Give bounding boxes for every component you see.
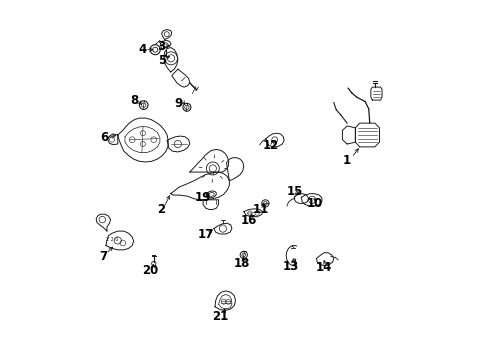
Text: 16: 16 (240, 214, 257, 227)
Text: 1: 1 (343, 154, 350, 167)
Text: 14: 14 (315, 261, 331, 274)
Text: 9: 9 (175, 97, 183, 110)
Text: 18: 18 (233, 257, 249, 270)
Text: 2 2 0: 2 2 0 (105, 237, 118, 242)
Text: 5: 5 (158, 54, 166, 67)
Text: 4: 4 (139, 43, 147, 56)
Text: 17: 17 (197, 228, 213, 241)
Text: 15: 15 (286, 185, 303, 198)
Text: 6: 6 (101, 131, 109, 144)
Text: 8: 8 (130, 94, 139, 107)
Text: 7: 7 (99, 250, 107, 263)
Text: 21: 21 (211, 310, 228, 323)
Text: 12: 12 (262, 139, 278, 152)
Text: 2: 2 (157, 203, 165, 216)
Text: 11: 11 (252, 203, 268, 216)
Text: 13: 13 (282, 260, 298, 273)
Text: 3: 3 (157, 40, 165, 53)
Text: 20: 20 (142, 264, 158, 277)
Text: 10: 10 (306, 197, 322, 210)
Text: 19: 19 (195, 191, 211, 204)
